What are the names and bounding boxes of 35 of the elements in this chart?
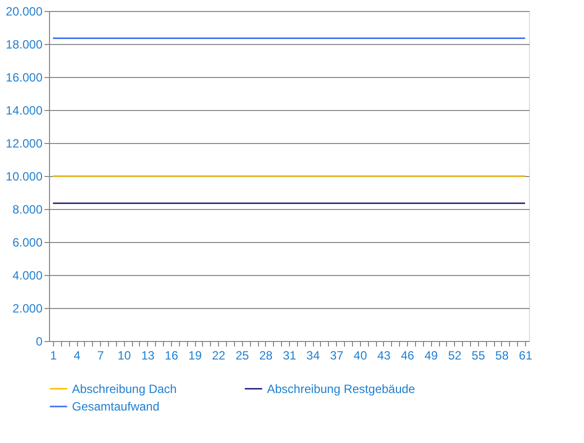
x-tick-label: 13 xyxy=(141,348,155,362)
x-tick-label: 4 xyxy=(74,348,81,362)
y-tick-label: 8.000 xyxy=(12,202,43,216)
legend-label: Abschreibung Dach xyxy=(72,382,177,396)
x-tick-label: 40 xyxy=(354,348,368,362)
y-tick-label: 18.000 xyxy=(6,38,43,52)
y-tick-label: 14.000 xyxy=(6,104,43,118)
x-tick-label: 61 xyxy=(518,348,533,362)
x-tick-label: 16 xyxy=(164,348,178,362)
x-tick-label: 31 xyxy=(282,348,296,362)
x-tick-label: 7 xyxy=(97,348,104,362)
x-tick-label: 49 xyxy=(424,348,438,362)
x-tick-label: 25 xyxy=(236,348,250,362)
x-tick-label: 22 xyxy=(212,348,226,362)
x-tick-label: 37 xyxy=(330,348,344,362)
y-tick-label: 10.000 xyxy=(6,170,43,184)
x-tick-label: 1 xyxy=(50,348,58,362)
x-tick-label: 28 xyxy=(259,348,273,362)
y-tick-label: 4.000 xyxy=(12,268,43,282)
y-tick-label: 16.000 xyxy=(6,70,43,84)
x-tick-label: 43 xyxy=(377,348,391,362)
y-tick-label: 0 xyxy=(36,334,43,348)
x-tick-label: 34 xyxy=(306,348,320,362)
legend-label: Abschreibung Restgebäude xyxy=(267,382,416,396)
legend-label: Gesamtaufwand xyxy=(72,400,160,414)
x-tick-label: 55 xyxy=(472,348,486,362)
y-tick-label: 20.000 xyxy=(6,4,43,18)
x-tick-label: 46 xyxy=(400,348,415,362)
y-tick-label: 12.000 xyxy=(6,136,43,150)
x-tick-label: 58 xyxy=(495,348,509,362)
x-tick-label: 10 xyxy=(118,348,132,362)
y-tick-label: 2.000 xyxy=(12,302,43,316)
y-tick-label: 6.000 xyxy=(12,236,43,250)
x-tick-label: 52 xyxy=(448,348,462,362)
x-tick-label: 19 xyxy=(188,348,202,362)
